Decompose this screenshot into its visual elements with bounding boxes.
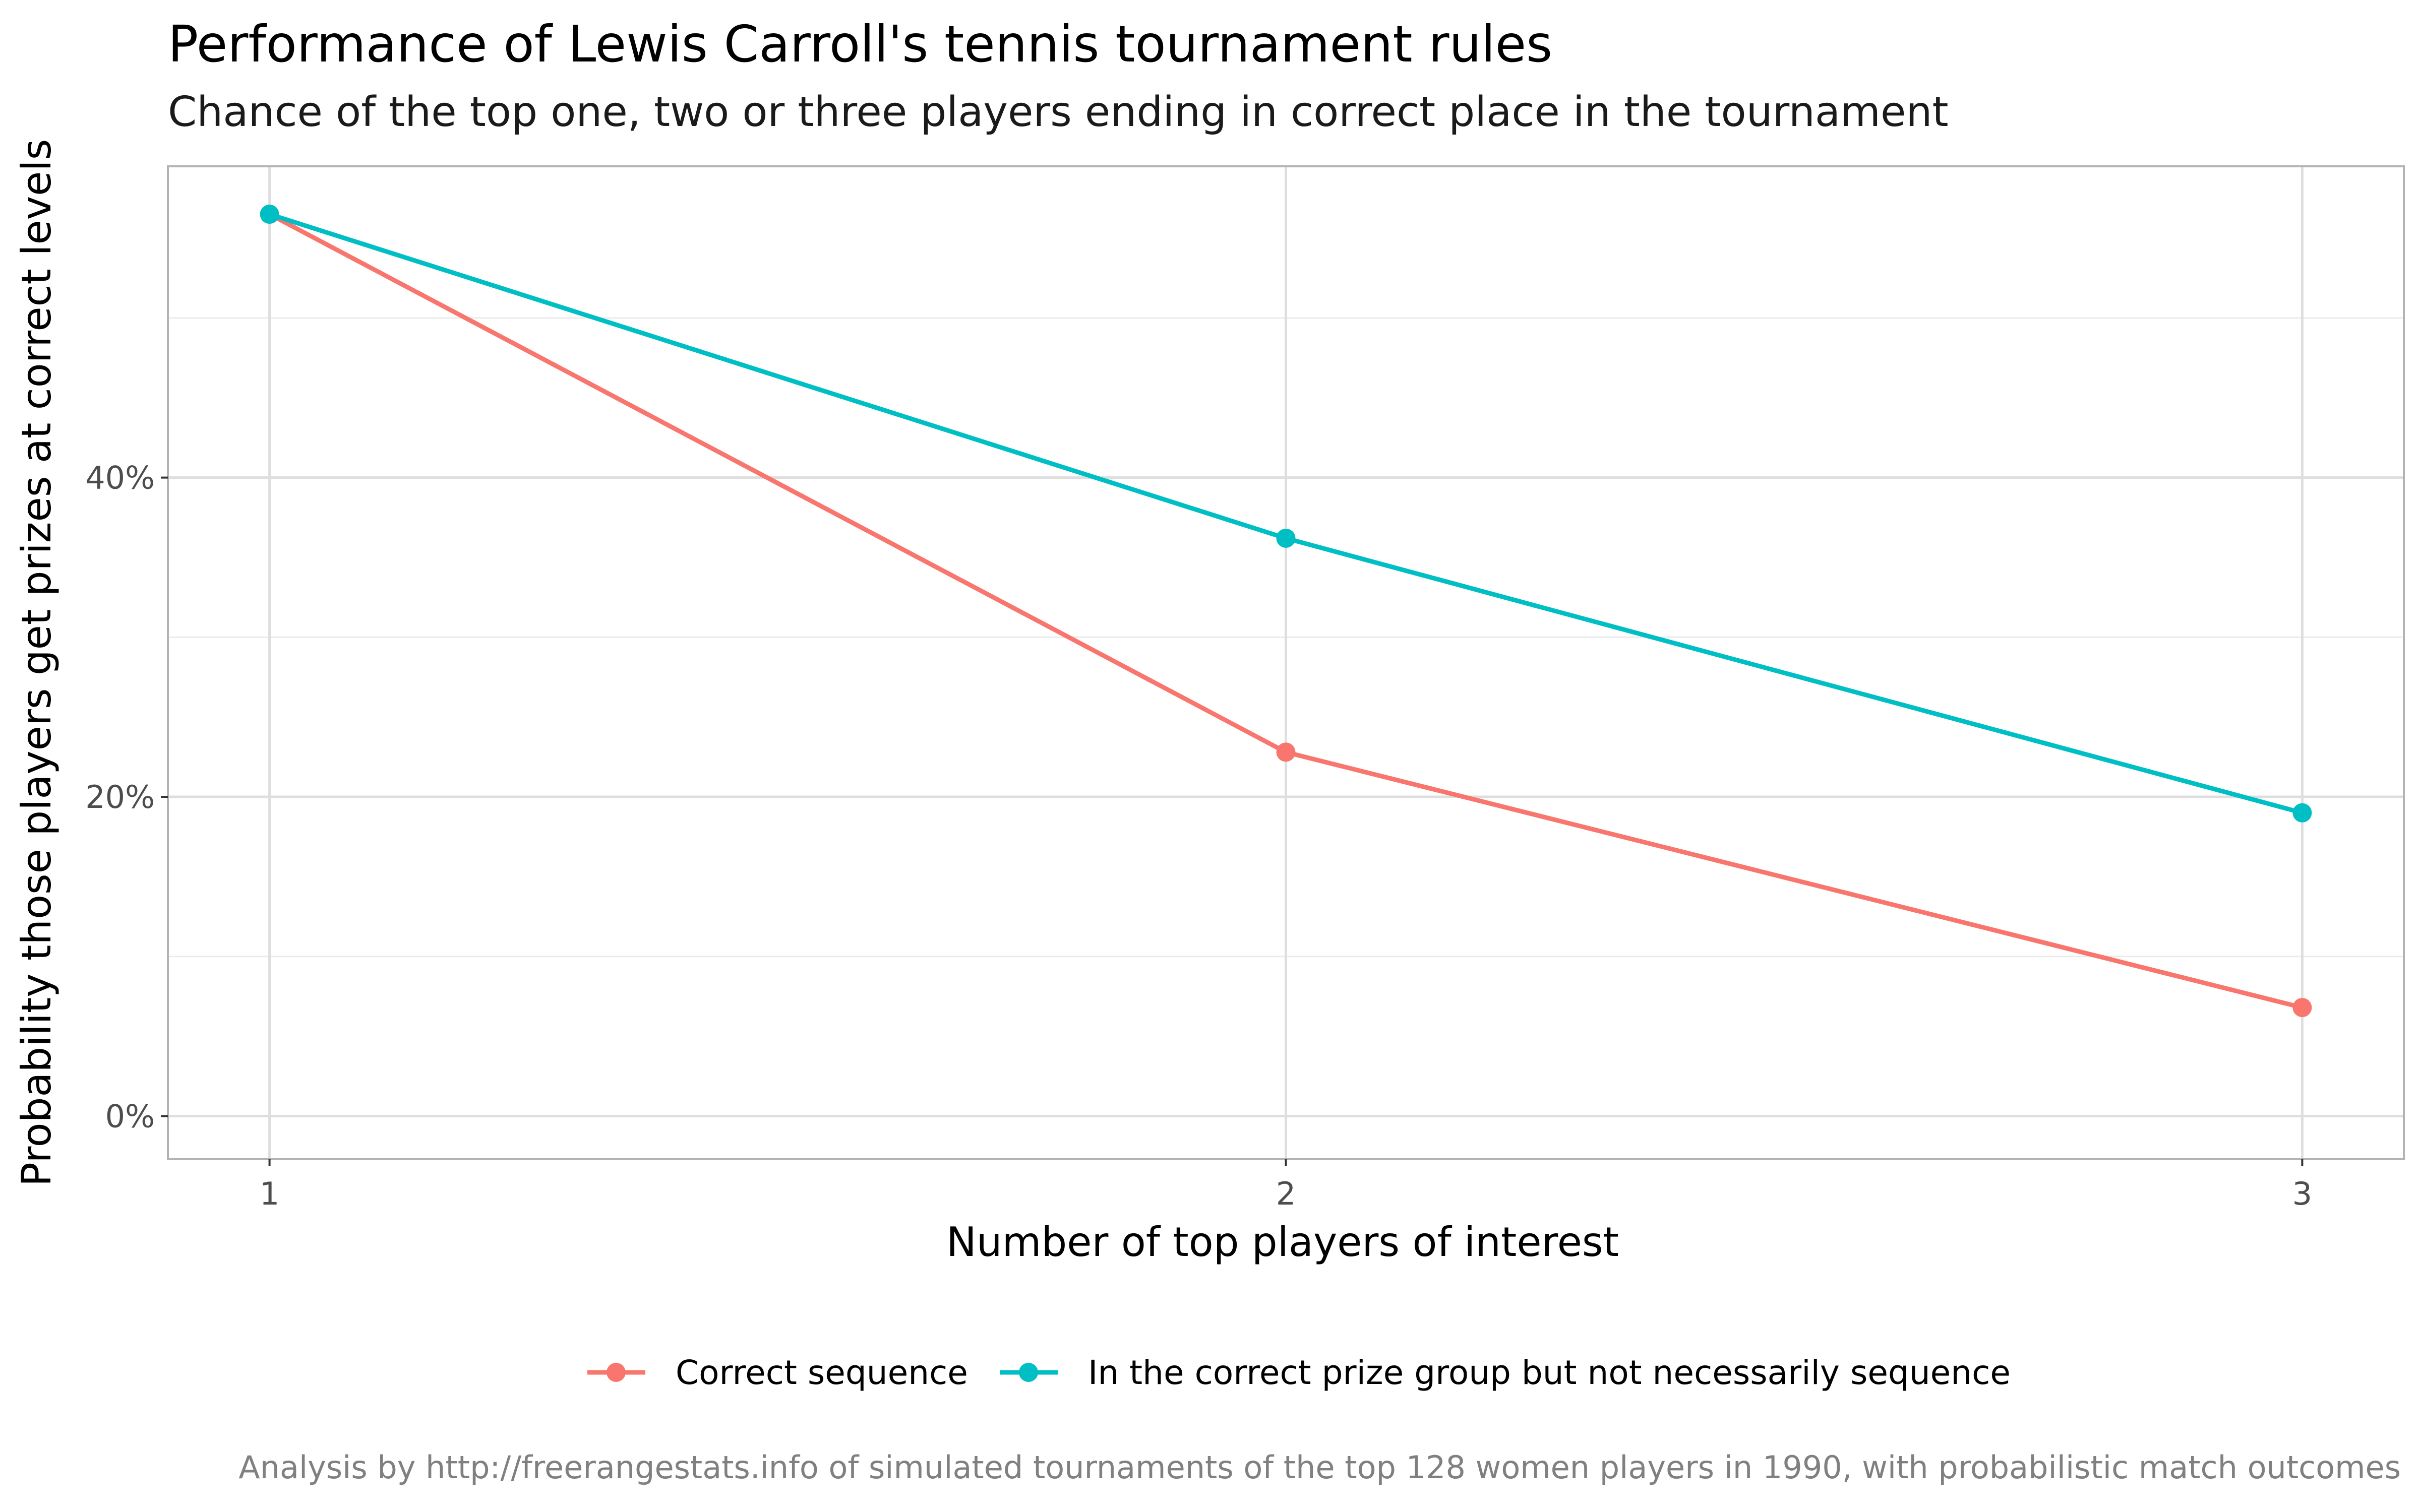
series-1 (260, 205, 2312, 823)
legend-item-correct-sequence: Correct sequence (587, 1353, 968, 1392)
grid (168, 166, 2404, 1159)
y-axis-title: Probability those players get prizes at … (13, 139, 60, 1187)
data-point (2292, 803, 2312, 823)
x-axis-ticks: 1 2 3 (260, 1159, 2312, 1212)
caption: Analysis by http://freerangestats.info o… (238, 1449, 2401, 1486)
y-tick-label: 40% (85, 460, 155, 496)
series-lines (260, 205, 2312, 1018)
y-tick-label: 20% (85, 779, 155, 815)
legend: Correct sequence In the correct prize gr… (587, 1353, 2011, 1392)
legend-key-point (1019, 1363, 1038, 1382)
legend-key-point (607, 1363, 626, 1382)
legend-item-correct-prize-group: In the correct prize group but not neces… (1000, 1353, 2011, 1392)
y-tick-label: 0% (105, 1098, 155, 1135)
data-point (2292, 998, 2312, 1018)
x-tick-label: 3 (2292, 1175, 2312, 1212)
legend-label: Correct sequence (676, 1353, 968, 1392)
data-point (1276, 528, 1296, 548)
chart-subtitle: Chance of the top one, two or three play… (168, 88, 1949, 136)
data-point (260, 205, 279, 224)
x-tick-label: 1 (260, 1175, 279, 1212)
x-tick-label: 2 (1276, 1175, 1296, 1212)
data-point (1276, 742, 1296, 762)
y-axis-ticks: 0% 20% 40% (85, 460, 168, 1135)
plot-area (167, 165, 2405, 1160)
chart-title: Performance of Lewis Carroll's tennis to… (168, 15, 1552, 74)
legend-label: In the correct prize group but not neces… (1088, 1353, 2011, 1392)
x-axis-title: Number of top players of interest (946, 1219, 1619, 1266)
